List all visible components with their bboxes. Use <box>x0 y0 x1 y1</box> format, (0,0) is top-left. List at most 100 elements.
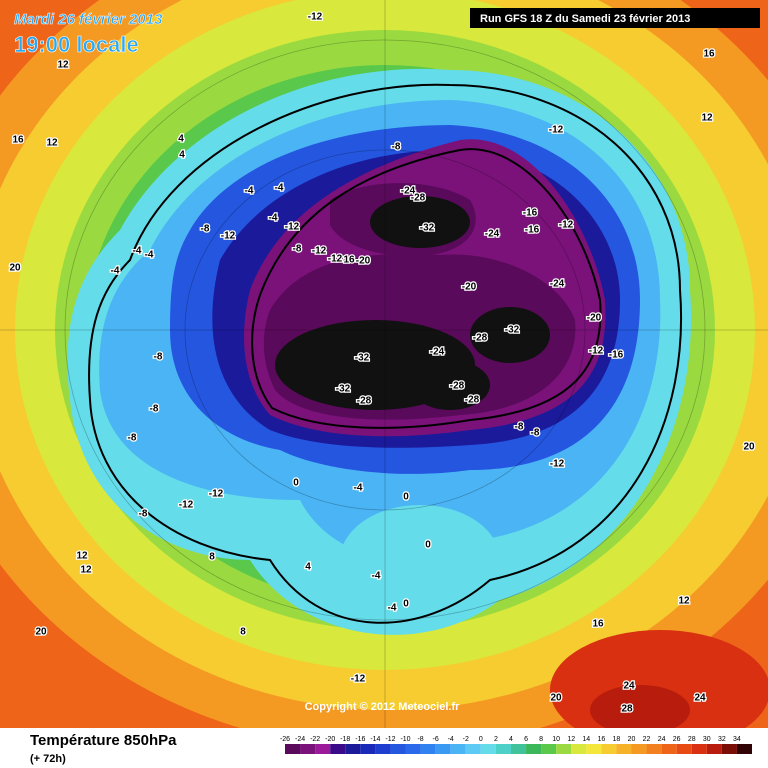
legend-swatch <box>646 744 662 754</box>
contour-label: -32 <box>336 384 351 395</box>
contour-label: 0 <box>293 478 299 489</box>
legend-swatch <box>601 744 617 754</box>
legend-label: -18 <box>340 736 350 743</box>
legend-swatch <box>541 744 557 754</box>
legend-swatch <box>676 744 692 754</box>
legend-swatch <box>691 744 707 754</box>
contour-label: 28 <box>621 704 633 715</box>
legend-label: 22 <box>643 736 651 743</box>
legend-swatch <box>571 744 587 754</box>
contour-label: 20 <box>9 263 21 274</box>
contour-label: -12 <box>308 12 323 23</box>
forecast-time: 19:00 locale <box>14 32 139 57</box>
contour-label: 16 <box>703 49 715 60</box>
contour-label: -12 <box>209 489 224 500</box>
contour-label: 20 <box>743 442 755 453</box>
legend-label: -12 <box>385 736 395 743</box>
contour-label: 16 <box>592 619 604 630</box>
contour-label: -4 <box>245 186 254 197</box>
variable-name: Température 850hPa <box>30 732 177 749</box>
copyright: Copyright © 2012 Meteociel.fr <box>305 701 461 713</box>
temperature-field <box>0 0 768 750</box>
contour-label: -8 <box>154 352 163 363</box>
contour-label: -20 <box>356 256 371 267</box>
legend-swatch <box>495 744 511 754</box>
contour-label: 12 <box>80 565 92 576</box>
contour-label: -24 <box>430 347 445 358</box>
contour-label: 12 <box>76 551 88 562</box>
contour-label: -4 <box>133 246 142 257</box>
contour-label: -28 <box>473 333 488 344</box>
contour-label: -16 <box>609 350 624 361</box>
legend-swatch <box>405 744 421 754</box>
contour-label: 4 <box>178 134 184 145</box>
contour-label: 20 <box>35 627 47 638</box>
contour-label: 4 <box>179 150 185 161</box>
contour-label: 20 <box>550 693 562 704</box>
contour-label: -12 <box>312 246 327 257</box>
contour-label: -32 <box>505 325 520 336</box>
contour-label: -12 <box>285 222 300 233</box>
contour-label: 8 <box>209 552 215 563</box>
legend-label: 24 <box>658 736 666 743</box>
legend-swatch <box>721 744 737 754</box>
lead-time: (+ 72h) <box>30 753 66 765</box>
contour-label: -8 <box>531 428 540 439</box>
legend-swatch <box>285 744 301 754</box>
legend-label: 14 <box>582 736 590 743</box>
contour-label: -4 <box>269 213 278 224</box>
contour-label: -12 <box>550 459 565 470</box>
legend-label: 30 <box>703 736 711 743</box>
graticule <box>0 0 768 728</box>
contour-label: -4 <box>111 266 120 277</box>
contour-label: 16 <box>12 135 24 146</box>
legend-label: 20 <box>628 736 636 743</box>
contour-label: 24 <box>623 681 635 692</box>
contour-label: -4 <box>388 603 397 614</box>
legend-swatch <box>510 744 527 754</box>
legend-label: -20 <box>325 736 335 743</box>
legend-label: 18 <box>613 736 621 743</box>
contour-label: -24 <box>401 186 416 197</box>
contour-label: -12 <box>351 674 366 685</box>
legend-swatch <box>736 744 752 754</box>
legend-label: 26 <box>673 736 681 743</box>
contour-lines <box>88 83 682 624</box>
legend-swatch <box>450 744 466 754</box>
contour-label: -24 <box>550 279 565 290</box>
contour-label: -12 <box>549 125 564 136</box>
contour-label: -8 <box>139 509 148 520</box>
contour-label: -20 <box>587 313 602 324</box>
contour-label: -8 <box>515 422 524 433</box>
run-box <box>470 8 760 28</box>
legend-label: 32 <box>718 736 726 743</box>
contour-label: 4 <box>305 562 311 573</box>
color-legend: -26 -24 -22 -20 -18 -16 -14 -12 -10 -8 -6 -4 -2 0 2 4 6 8… <box>280 736 752 754</box>
contour-label: 8 <box>240 627 246 638</box>
contour-label: -12 <box>559 220 574 231</box>
legend-label: 34 <box>733 736 741 743</box>
legend-swatch <box>586 744 602 754</box>
contour-label: 12 <box>46 138 58 149</box>
contour-label: -8 <box>201 224 210 235</box>
legend-swatch <box>390 744 406 754</box>
contour-label: -8 <box>293 244 302 255</box>
contour-label: -12 <box>328 254 343 265</box>
contour-label: -28 <box>465 395 480 406</box>
contour-label: 0 <box>403 492 409 503</box>
contour-label: 16 <box>343 255 355 266</box>
contour-label: -4 <box>354 483 363 494</box>
contour-label: -4 <box>275 183 284 194</box>
legend-swatch <box>465 744 481 754</box>
contour-label: -16 <box>525 225 540 236</box>
run-info: Run GFS 18 Z du Samedi 23 février 2013 <box>480 13 690 25</box>
contour-label: -8 <box>128 433 137 444</box>
contour-label: -4 <box>145 250 154 261</box>
legend-swatch <box>661 744 677 754</box>
contour-label: -20 <box>462 282 477 293</box>
contour-label: -12 <box>589 346 604 357</box>
legend-swatch <box>360 744 376 754</box>
contour-label: -4 <box>372 571 381 582</box>
legend-label: -8 <box>417 736 423 743</box>
